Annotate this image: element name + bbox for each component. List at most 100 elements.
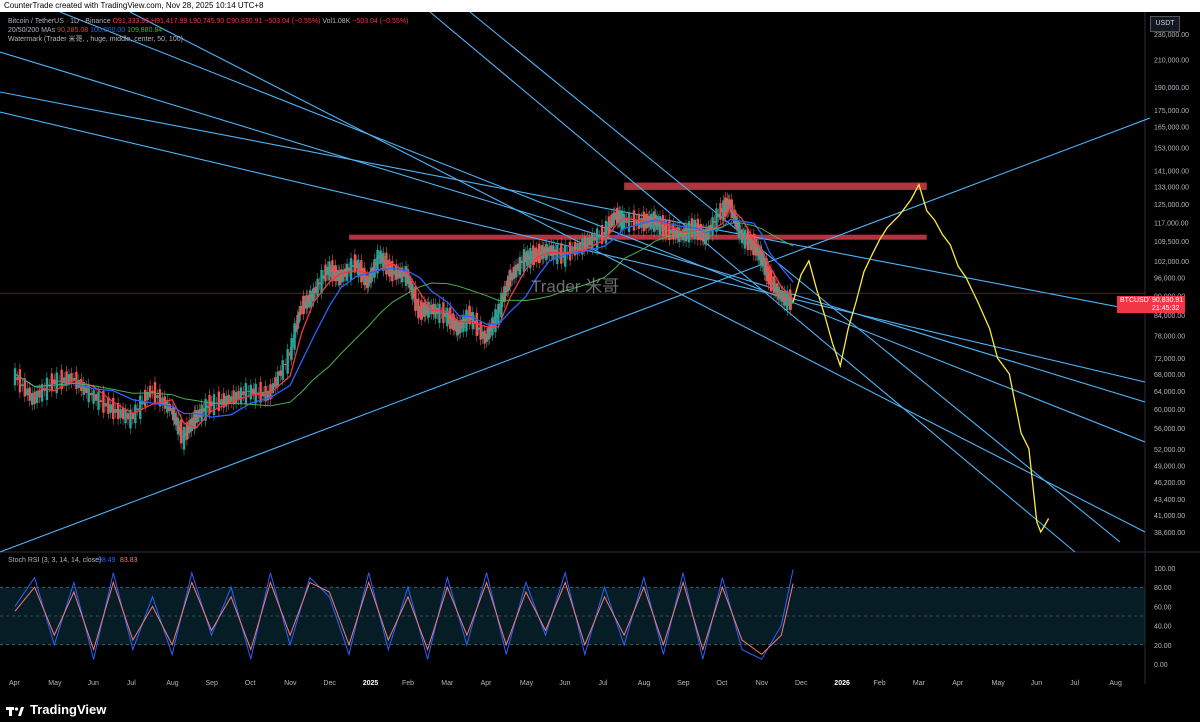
candle-body — [494, 309, 497, 333]
candle-body — [560, 243, 563, 264]
price-axis-label: 141,000.00 — [1154, 168, 1189, 175]
candle-body — [126, 413, 130, 420]
candle-body — [212, 394, 216, 416]
candle-body — [256, 392, 260, 394]
candle-body — [347, 267, 351, 271]
time-axis-label: May — [48, 680, 62, 687]
price-axis-label: 41,000.00 — [1154, 513, 1185, 520]
candle-body — [13, 368, 17, 386]
candle-body — [424, 305, 427, 316]
candle-body — [193, 411, 196, 430]
candle-body — [695, 228, 698, 230]
candle-body — [386, 265, 390, 269]
candle-body — [420, 300, 423, 320]
candle-body — [102, 391, 105, 413]
candle-body — [239, 387, 243, 404]
candle-body — [290, 338, 293, 360]
candle-body — [119, 409, 122, 418]
candle-body — [535, 247, 538, 263]
candle-body — [312, 287, 315, 302]
candle-body — [281, 360, 284, 380]
candle-body — [704, 230, 707, 245]
candle-body — [99, 400, 103, 402]
legend-ma-label: 20/50/200 MAs — [8, 27, 56, 34]
candle-body — [50, 373, 54, 392]
candle-body — [542, 247, 545, 259]
candle-body — [518, 256, 522, 275]
candle-body — [408, 276, 411, 288]
candle-body — [451, 313, 455, 331]
candle-body — [529, 247, 532, 269]
candle-body — [421, 308, 424, 314]
candle-body — [38, 389, 41, 398]
candle-body — [510, 272, 514, 281]
time-axis-label: Oct — [716, 680, 727, 687]
candle-body — [737, 221, 741, 239]
candle-body — [444, 312, 447, 317]
time-axis-label: 2025 — [363, 680, 379, 687]
candle-body — [506, 280, 509, 292]
candle-body — [380, 254, 384, 262]
candle-body — [322, 275, 325, 279]
candle-body — [67, 374, 71, 385]
price-chart-svg[interactable]: 230,000.00 210,000.00 190,000.00 175,000.00… — [0, 11, 1200, 698]
candle-body — [175, 416, 178, 426]
candle-body — [28, 387, 31, 401]
price-axis-label: 190,000.00 — [1154, 85, 1189, 92]
candle-body — [558, 253, 561, 255]
price-axis-label: 133,000.00 — [1154, 185, 1189, 192]
candle-body — [740, 229, 744, 244]
price-axis-label: 175,000.00 — [1154, 108, 1189, 115]
candle-body — [92, 390, 95, 404]
candle-body — [204, 398, 207, 421]
candle-body — [286, 349, 289, 374]
candle-body — [179, 419, 183, 444]
candle-body — [156, 395, 159, 399]
candle-body — [503, 286, 506, 303]
time-axis-label: Feb — [874, 680, 886, 687]
trendline-6 — [469, 11, 1121, 543]
candle-body — [516, 263, 520, 271]
candle-body — [341, 269, 345, 282]
candle-body — [94, 394, 98, 401]
candle-body — [112, 397, 115, 420]
candle-body — [366, 275, 369, 289]
candle-body — [655, 215, 659, 230]
time-axis-label: Aug — [1109, 680, 1122, 687]
candle-body — [194, 410, 197, 424]
candle-body — [593, 236, 596, 241]
candle-body — [353, 254, 357, 273]
candle-body — [778, 290, 782, 298]
candle-body — [351, 265, 355, 267]
candle-body — [514, 264, 518, 278]
candle-body — [331, 260, 334, 282]
stoch-legend-d: 83.83 — [120, 557, 138, 564]
candle-body — [72, 377, 76, 381]
candle-body — [788, 289, 792, 311]
currency-button[interactable]: USDT — [1150, 16, 1180, 32]
candle-body — [320, 269, 323, 294]
candle-body — [434, 304, 437, 319]
candle-body — [450, 319, 453, 323]
projection-line — [792, 182, 1050, 534]
candle-body — [55, 372, 58, 394]
candle-body — [564, 245, 567, 267]
price-tag-countdown: 21:45:32 — [1152, 305, 1180, 312]
candle-body — [335, 271, 338, 281]
candle-body — [208, 395, 211, 414]
candle-body — [368, 271, 372, 284]
candle-body — [427, 302, 430, 318]
time-axis-label: Dec — [323, 680, 336, 687]
candle-body — [305, 295, 308, 309]
candle-body — [302, 295, 305, 315]
candle-body — [771, 282, 774, 285]
candle-body — [398, 267, 402, 279]
price-axis-label: 38,600.00 — [1154, 530, 1185, 537]
chart-area[interactable]: 230,000.00 210,000.00 190,000.00 175,000.00… — [0, 11, 1200, 698]
candle-body — [604, 220, 608, 244]
candle-body — [385, 252, 388, 275]
candle-body — [303, 301, 307, 308]
candle-body — [232, 390, 235, 405]
candle-body — [676, 227, 679, 238]
candle-body — [377, 255, 381, 259]
